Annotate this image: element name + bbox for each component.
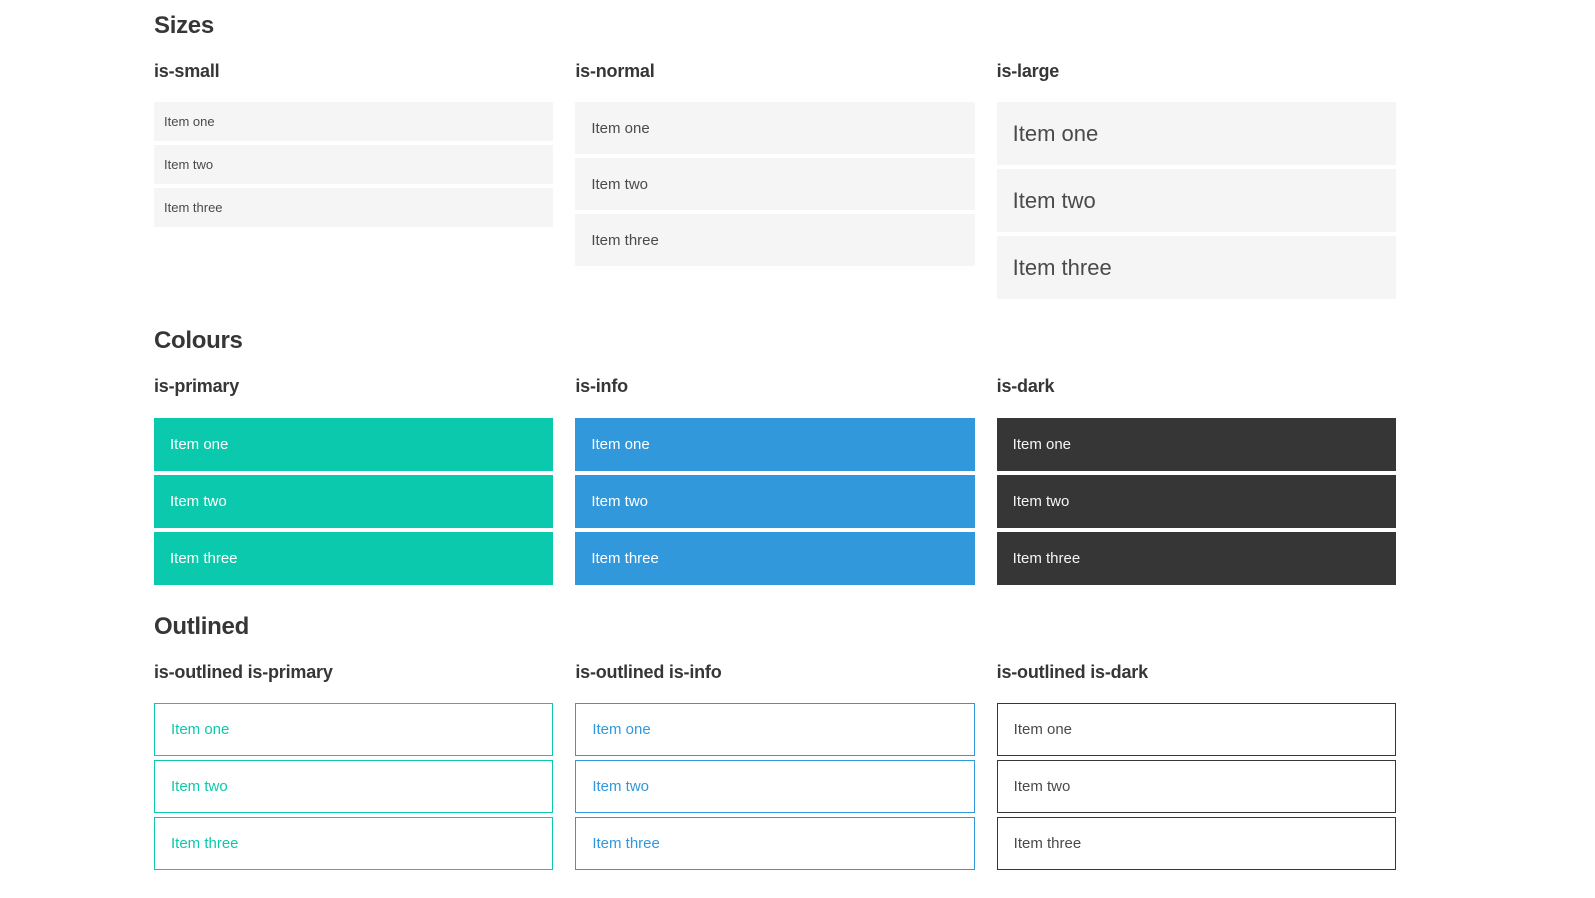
- list-item[interactable]: Item two: [154, 474, 554, 528]
- list-item[interactable]: Item one: [996, 703, 1396, 757]
- list-group-outlined-dark: Item one Item two Item three: [996, 703, 1396, 871]
- list-item[interactable]: Item two: [996, 169, 1396, 233]
- list-item[interactable]: Item two: [996, 474, 1396, 528]
- section-title-colours: Colours: [154, 327, 243, 355]
- list-group-large: Item one Item two Item three: [996, 102, 1396, 300]
- group-label-is-info: is-info: [575, 376, 628, 397]
- group-is-outlined-is-primary: is-outlined is-primary Item one Item two…: [154, 661, 554, 875]
- group-is-dark: is-dark Item one Item two Item three: [996, 376, 1396, 589]
- list-item[interactable]: Item one: [575, 102, 975, 155]
- group-label-is-outlined-is-primary: is-outlined is-primary: [154, 661, 333, 682]
- list-item[interactable]: Item two: [575, 760, 975, 814]
- group-label-is-primary: is-primary: [154, 376, 240, 397]
- list-item[interactable]: Item one: [154, 703, 554, 757]
- group-is-outlined-is-info: is-outlined is-info Item one Item two It…: [575, 661, 975, 875]
- list-group-info: Item one Item two Item three: [575, 417, 975, 585]
- section-sizes: Sizes is-small Item one Item two Item th…: [154, 12, 1396, 303]
- list-item[interactable]: Item three: [575, 531, 975, 585]
- list-item[interactable]: Item two: [154, 145, 554, 185]
- list-item[interactable]: Item three: [575, 817, 975, 871]
- list-item[interactable]: Item one: [575, 417, 975, 471]
- group-label-is-large: is-large: [996, 60, 1060, 81]
- group-is-large: is-large Item one Item two Item three: [996, 60, 1396, 304]
- list-item[interactable]: Item three: [154, 188, 554, 228]
- list-group-normal: Item one Item two Item three: [575, 102, 975, 267]
- group-label-is-outlined-is-info: is-outlined is-info: [575, 661, 722, 682]
- section-outlined: Outlined is-outlined is-primary Item one…: [154, 613, 1396, 874]
- list-group-demo-page: Sizes is-small Item one Item two Item th…: [154, 0, 1396, 874]
- group-is-normal: is-normal Item one Item two Item three: [575, 60, 975, 271]
- group-label-is-dark: is-dark: [996, 376, 1055, 397]
- list-item[interactable]: Item three: [575, 214, 975, 267]
- group-is-small: is-small Item one Item two Item three: [154, 60, 554, 232]
- list-group-dark: Item one Item two Item three: [996, 417, 1396, 585]
- group-label-is-normal: is-normal: [575, 60, 655, 81]
- outlined-grid: is-outlined is-primary Item one Item two…: [154, 662, 1396, 875]
- list-item[interactable]: Item one: [996, 417, 1396, 471]
- group-is-primary: is-primary Item one Item two Item three: [154, 376, 554, 589]
- list-item[interactable]: Item two: [996, 760, 1396, 814]
- group-label-is-outlined-is-dark: is-outlined is-dark: [996, 661, 1148, 682]
- list-item[interactable]: Item one: [996, 102, 1396, 166]
- list-item[interactable]: Item three: [154, 531, 554, 585]
- list-item[interactable]: Item three: [154, 817, 554, 871]
- list-item[interactable]: Item three: [996, 531, 1396, 585]
- list-item[interactable]: Item three: [996, 236, 1396, 300]
- list-item[interactable]: Item two: [154, 760, 554, 814]
- group-label-is-small: is-small: [154, 60, 220, 81]
- group-is-info: is-info Item one Item two Item three: [575, 376, 975, 589]
- list-group-small: Item one Item two Item three: [154, 102, 554, 228]
- list-item[interactable]: Item two: [575, 474, 975, 528]
- group-is-outlined-is-dark: is-outlined is-dark Item one Item two It…: [996, 661, 1396, 875]
- list-item[interactable]: Item three: [996, 817, 1396, 871]
- section-colours: Colours is-primary Item one Item two Ite…: [154, 327, 1396, 588]
- section-title-sizes: Sizes: [154, 12, 214, 39]
- list-group-outlined-info: Item one Item two Item three: [575, 703, 975, 871]
- list-group-outlined-primary: Item one Item two Item three: [154, 703, 554, 871]
- list-group-primary: Item one Item two Item three: [154, 417, 554, 585]
- section-title-outlined: Outlined: [154, 612, 249, 640]
- list-item[interactable]: Item one: [154, 102, 554, 142]
- colours-grid: is-primary Item one Item two Item three …: [154, 376, 1396, 589]
- list-item[interactable]: Item one: [154, 417, 554, 471]
- sizes-grid: is-small Item one Item two Item three is…: [154, 61, 1396, 304]
- list-item[interactable]: Item two: [575, 158, 975, 211]
- list-item[interactable]: Item one: [575, 703, 975, 757]
